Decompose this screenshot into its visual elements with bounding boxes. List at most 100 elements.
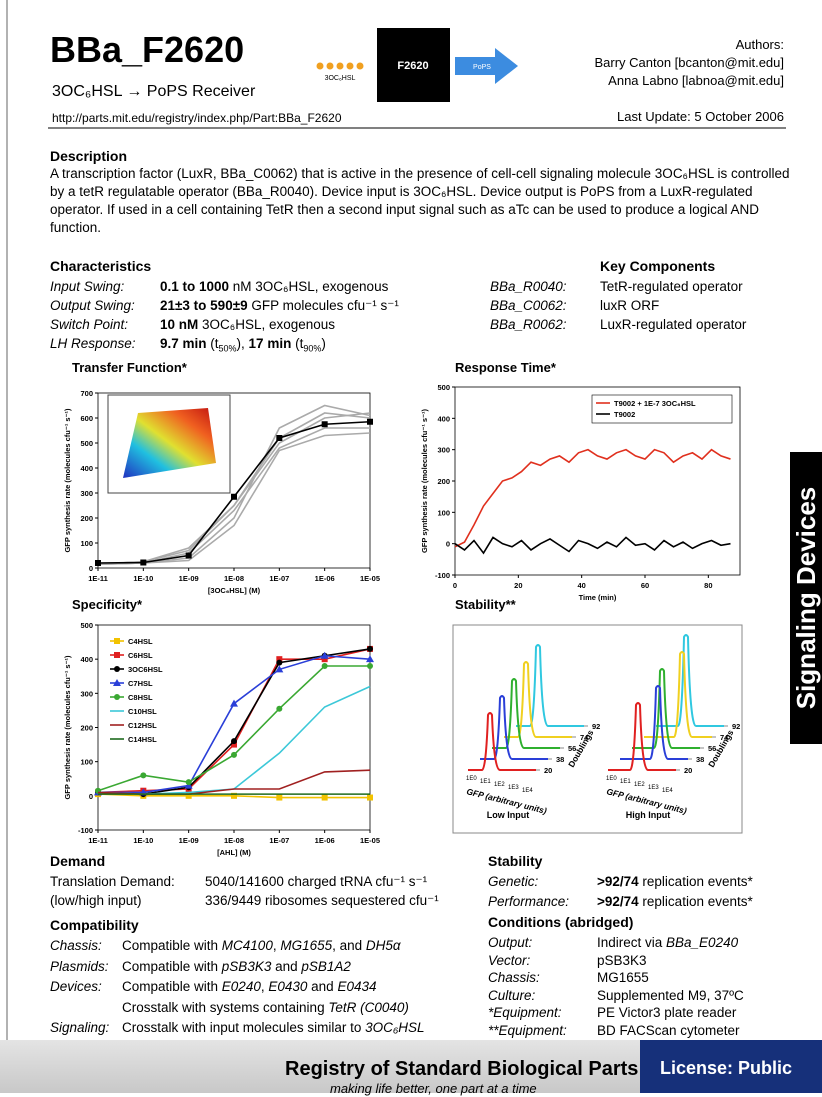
- text-segment: BBa_E0240: [666, 935, 739, 950]
- section-heading: Description: [50, 148, 128, 164]
- y-tick-label: 500: [80, 439, 93, 448]
- text-segment: replication events*: [638, 894, 753, 909]
- x-tick-label: 1E-08: [224, 574, 244, 583]
- diagram-input: 3OC₆HSL: [325, 75, 356, 82]
- histogram-trace: [644, 651, 712, 738]
- section-heading: Conditions (abridged): [488, 914, 634, 930]
- data-point: [321, 663, 328, 669]
- author: Barry Canton [bcanton@mit.edu]: [594, 55, 784, 70]
- text-segment: E0434: [337, 979, 377, 994]
- data-point: [367, 418, 373, 425]
- text-segment: Crosstalk with input molecules similar t…: [122, 1020, 366, 1035]
- row-value: 0.1 to 1000 nM 3OC₆HSL, exogenous: [160, 278, 388, 295]
- histogram-trace: [468, 712, 536, 771]
- histogram-trace: [632, 668, 700, 749]
- histogram-trace: [492, 678, 560, 749]
- histogram-trace: [608, 702, 676, 771]
- text-segment: Compatible with: [122, 979, 222, 994]
- x-tick-label: 80: [704, 581, 712, 590]
- row-value: 5040/141600 charged tRNA cfu⁻¹ s⁻¹: [205, 874, 428, 889]
- gfp-tick-label: 1E4: [662, 788, 673, 794]
- histogram-trace: [620, 685, 688, 760]
- text-segment: 9.7 min: [160, 336, 207, 351]
- y-tick-label: 600: [80, 414, 93, 423]
- legend-label: C8HSL: [128, 693, 153, 702]
- data-point: [276, 656, 283, 663]
- histogram-trace: [480, 695, 548, 760]
- legend-frame: [591, 394, 733, 424]
- data-point: [321, 421, 328, 428]
- x-tick-label: 1E-08: [224, 836, 244, 845]
- text-segment: , and: [332, 938, 366, 953]
- text-segment: 21±3 to 590±9: [160, 298, 248, 313]
- data-point: [321, 794, 328, 801]
- gfp-tick-label: 1E2: [494, 782, 505, 788]
- panel-caption: Low Input: [487, 810, 530, 820]
- chart-title: Stability**: [455, 597, 517, 612]
- data-point: [231, 738, 237, 745]
- text-segment: >92/74: [597, 874, 639, 889]
- stability-frame: [452, 624, 743, 834]
- section-heading: Stability: [488, 853, 543, 869]
- data-point: [320, 651, 329, 659]
- doubling-label: 56: [568, 744, 576, 753]
- doubling-label: 38: [696, 755, 704, 764]
- text-segment: (t: [291, 336, 304, 351]
- section-heading: Compatibility: [50, 917, 139, 933]
- footer-registry: Registry of Standard Biological Parts: [285, 1058, 639, 1080]
- row-value: Compatible with E0240, E0430 and E0434: [122, 978, 376, 995]
- legend-label: 3OC6HSL: [128, 665, 163, 674]
- data-point: [185, 792, 192, 799]
- row-value: LuxR-regulated operator: [600, 317, 747, 332]
- legend-label: C6HSL: [128, 651, 153, 660]
- text-segment: Crosstalk with systems containing: [122, 999, 329, 1015]
- gfp-tick-label: 1E0: [606, 776, 617, 782]
- text-segment: E0240: [221, 979, 261, 994]
- y-tick-label: 400: [80, 464, 93, 473]
- author: Anna Labno [labnoa@mit.edu]: [608, 73, 784, 88]
- row-value: PE Victor3 plate reader: [597, 1005, 737, 1021]
- text-segment: replication events*: [638, 874, 753, 889]
- text-segment: >92/74: [597, 894, 639, 909]
- text-segment: 3OC₆HSL, exogenous: [198, 317, 336, 332]
- x-tick-label: 20: [514, 581, 522, 590]
- row-label: BBa_R0062:: [490, 317, 567, 332]
- row-value: TetR-regulated operator: [600, 279, 743, 294]
- y-tick-label: 500: [80, 621, 93, 630]
- doubling-label: 20: [684, 766, 692, 775]
- y-tick-label: 700: [80, 389, 93, 398]
- doubling-label: 74: [720, 733, 729, 742]
- x-tick-label: 1E-11: [88, 836, 108, 845]
- data-point: [276, 435, 283, 441]
- text-segment: 10 nM: [160, 317, 199, 332]
- gfp-tick-label: 1E3: [648, 785, 659, 791]
- row-value: Compatible with pSB3K3 and pSB1A2: [122, 958, 351, 975]
- text-segment: 3OC₆HSL: [365, 1020, 425, 1035]
- row-value: Crosstalk with input molecules similar t…: [122, 1019, 425, 1036]
- chart: Specificity* -100 0 100 200 300 400 500 1E-11 1E-…: [63, 597, 380, 857]
- row-value: 21±3 to 590±9 GFP molecules cfu⁻¹ s⁻¹: [160, 297, 399, 314]
- doubling-label: 56: [708, 744, 716, 753]
- y-tick-label: 500: [437, 383, 450, 392]
- text-segment: 90%: [303, 343, 322, 354]
- inset-surface: [123, 408, 216, 478]
- legend-label: C12HSL: [128, 721, 157, 730]
- row-label: Performance:: [488, 894, 570, 909]
- series-line: [454, 536, 731, 555]
- x-tick-label: 1E-06: [315, 574, 335, 583]
- histogram-trace: [516, 644, 584, 727]
- y-tick-label: 0: [446, 540, 450, 549]
- y-tick-label: 200: [80, 514, 93, 523]
- x-axis-label: [AHL] (M): [217, 848, 251, 857]
- x-tick-label: 1E-05: [360, 574, 380, 583]
- footer-tagline: making life better, one part at a time: [330, 1081, 537, 1096]
- x-tick-label: 1E-09: [179, 574, 199, 583]
- legend-label: C10HSL: [128, 707, 157, 716]
- gfp-tick-label: 1E4: [522, 788, 533, 794]
- row-label: Output Swing:: [50, 298, 135, 313]
- row-value: 336/9449 ribosomes sequestered cfu⁻¹: [205, 893, 439, 908]
- y-tick-label: 300: [437, 446, 450, 455]
- text-segment: 50%: [218, 343, 237, 354]
